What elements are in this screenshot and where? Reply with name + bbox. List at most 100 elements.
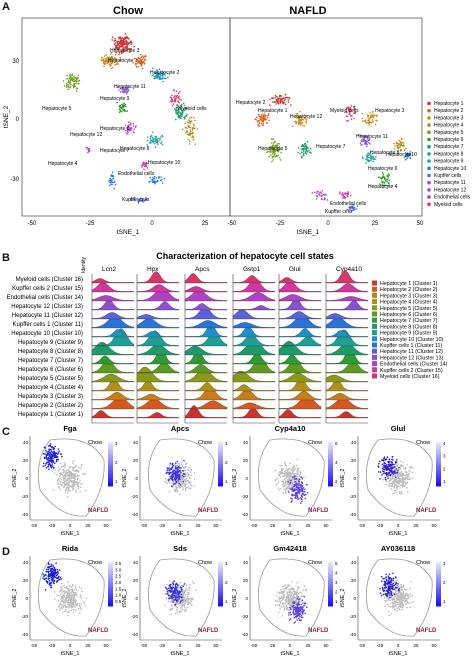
cell-point xyxy=(84,605,87,607)
cell-point xyxy=(116,40,119,43)
cell-point xyxy=(285,471,287,474)
cell-point xyxy=(409,478,411,480)
cell-point xyxy=(65,469,68,472)
x-axis-label: tSNE_1 xyxy=(281,531,300,537)
cell-point xyxy=(173,580,175,583)
cell-point xyxy=(304,117,307,120)
cell-point xyxy=(395,605,397,607)
cell-point xyxy=(179,610,181,612)
cell-point xyxy=(56,573,59,576)
cell-point xyxy=(177,100,179,103)
y-tick-label: 20 xyxy=(351,578,357,583)
identity-label-row: Hepatocyte 11 (Cluster 12) xyxy=(12,313,83,319)
cell-point xyxy=(70,598,73,600)
cell-point xyxy=(288,482,290,484)
cell-point xyxy=(183,104,185,107)
cell-point xyxy=(187,480,190,482)
cell-point xyxy=(58,468,60,471)
cell-point xyxy=(152,131,154,134)
colorbar-segment xyxy=(328,450,333,454)
colorbar-segment xyxy=(328,475,333,478)
cell-point xyxy=(369,112,371,114)
cell-point xyxy=(172,470,174,472)
cell-point xyxy=(190,600,192,603)
cell-point xyxy=(281,464,283,467)
cell-point xyxy=(288,599,290,601)
cell-point xyxy=(62,601,64,603)
ridge xyxy=(91,392,135,401)
cell-point xyxy=(47,562,50,564)
cell-point xyxy=(301,477,304,480)
cell-point xyxy=(184,466,186,468)
cell-points xyxy=(42,443,87,498)
cell-point xyxy=(274,140,277,143)
x-tick-label: -50 xyxy=(141,643,148,648)
gene-title: Cyp4a10 xyxy=(336,266,362,273)
cell-point xyxy=(399,487,401,489)
colorbar-segment xyxy=(108,573,113,576)
cell-point xyxy=(401,478,403,480)
cell-point xyxy=(284,469,287,472)
cell-point xyxy=(299,497,302,499)
cell-point xyxy=(388,472,391,474)
cell-point xyxy=(396,487,398,489)
cell-point xyxy=(170,467,173,469)
cell-point xyxy=(371,122,373,124)
cell-point xyxy=(326,199,329,201)
cell-point xyxy=(85,146,88,149)
cell-point xyxy=(47,576,50,578)
cell-point xyxy=(59,593,62,596)
cell-point xyxy=(188,119,190,121)
cell-point xyxy=(392,473,395,475)
y-tick-label: 40 xyxy=(243,560,249,565)
colorbar-segment xyxy=(108,442,113,445)
cell-point xyxy=(60,481,62,484)
cell-point xyxy=(302,490,304,493)
ridge xyxy=(232,305,276,311)
cell-point xyxy=(283,101,286,104)
cell-point xyxy=(139,58,142,61)
cell-point xyxy=(57,483,59,485)
colorbar-segment xyxy=(218,603,223,607)
cell-point xyxy=(370,159,372,162)
cluster-label: Hepatocyte 4 xyxy=(48,161,78,167)
cell-point xyxy=(87,151,89,154)
cell-point xyxy=(192,138,195,141)
cell-point xyxy=(308,149,310,152)
cell-point xyxy=(127,128,130,131)
cell-point xyxy=(106,62,109,65)
cell-point xyxy=(295,612,298,615)
cell-point xyxy=(67,614,69,617)
cell-point xyxy=(182,590,184,592)
colorbar-segment xyxy=(108,577,113,581)
cell-point xyxy=(264,118,267,121)
cell-point xyxy=(171,482,174,485)
cell-point xyxy=(297,601,300,603)
cell-point xyxy=(53,456,56,458)
colorbar-tick-label: 2 xyxy=(335,590,338,595)
cell-point xyxy=(399,492,401,495)
y-tick-label: 20 xyxy=(133,578,139,583)
cluster-label: Hepatocyte 7 xyxy=(100,148,130,154)
cell-point xyxy=(280,597,283,599)
cluster-label: Hepatocyte 3 xyxy=(375,108,405,114)
cell-point xyxy=(171,590,173,593)
cell-point xyxy=(114,53,117,56)
cell-point xyxy=(285,96,288,99)
colorbar-tick-label: 1.0 xyxy=(115,593,122,598)
ridge xyxy=(184,382,228,392)
cell-point xyxy=(174,479,177,482)
cell-point xyxy=(66,606,69,608)
cell-point xyxy=(64,473,67,476)
cell-point xyxy=(112,66,114,69)
colorbar-segment xyxy=(328,470,333,474)
cell-point xyxy=(65,471,67,474)
colorbar-segment xyxy=(436,468,441,472)
cell-point xyxy=(186,600,189,602)
cell-point xyxy=(55,452,58,454)
cell-point xyxy=(301,616,304,619)
colorbar-segment xyxy=(218,450,223,454)
cell-point xyxy=(289,612,292,614)
cell-point xyxy=(55,562,57,564)
cell-point xyxy=(180,590,183,592)
